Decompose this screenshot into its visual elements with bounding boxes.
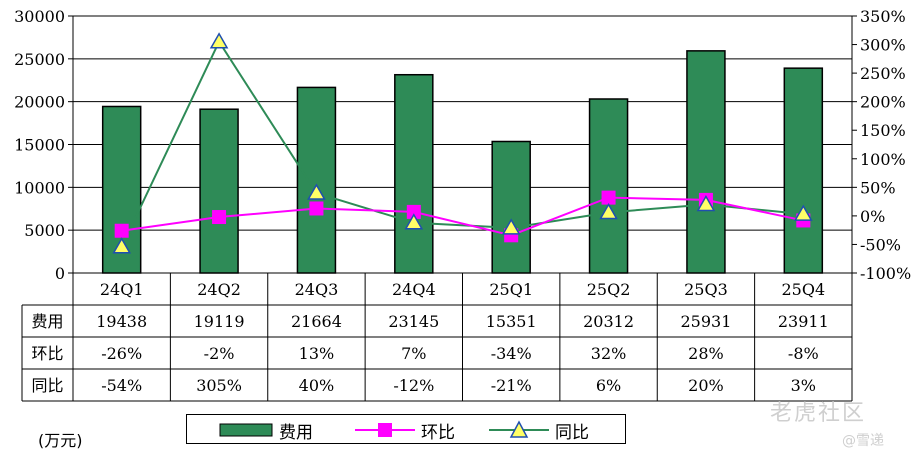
tb-marker-24Q2 <box>209 32 229 49</box>
left-tick-label: 25000 <box>14 50 65 69</box>
table-cell: 32% <box>591 344 627 363</box>
right-tick-label: 350% <box>860 7 906 26</box>
legend-tb-swatch <box>489 420 549 438</box>
table-cell: 3% <box>791 376 816 395</box>
table-cell: -26% <box>101 344 142 363</box>
left-tick-label: 10000 <box>14 178 65 197</box>
hb-marker-24Q1 <box>114 223 129 238</box>
table-cell: 305% <box>196 376 242 395</box>
left-tick-label: 30000 <box>14 7 65 26</box>
table-cell: -12% <box>393 376 434 395</box>
table-cell: -54% <box>101 376 142 395</box>
right-tick-label: 0% <box>860 207 885 226</box>
table-cell: -34% <box>491 344 532 363</box>
left-tick-label: 5000 <box>24 221 65 240</box>
tb-marker-25Q4 <box>794 204 813 221</box>
table-cell: 40% <box>299 376 335 395</box>
legend: 费用 环比 同比 <box>186 414 626 444</box>
series-tb-line <box>120 39 804 248</box>
hb-marker-24Q3 <box>309 201 324 216</box>
hb-marker-25Q2 <box>601 190 616 205</box>
tb-marker-25Q3 <box>696 194 716 212</box>
legend-label-expense: 费用 <box>279 422 313 443</box>
table-cell: 23145 <box>388 312 439 331</box>
table-cell: 6% <box>596 376 621 395</box>
category-label: 24Q1 <box>100 280 144 299</box>
table-cell: 20312 <box>583 312 634 331</box>
category-label: 25Q1 <box>489 280 533 299</box>
table-cell: 20% <box>688 376 724 395</box>
tb-marker-25Q2 <box>599 202 618 220</box>
legend-label-tb: 同比 <box>555 422 589 443</box>
bar-expense-25Q1 <box>491 140 531 274</box>
category-label: 25Q2 <box>587 280 631 299</box>
table-row-label: 环比 <box>31 344 63 363</box>
category-label: 24Q3 <box>295 280 339 299</box>
table-cell: -2% <box>204 344 235 363</box>
series-hb-line <box>121 196 804 237</box>
table-row-label: 费用 <box>31 312 63 331</box>
legend-bar-swatch <box>219 423 273 437</box>
table-cell: -8% <box>788 344 819 363</box>
table-cell: 19119 <box>194 312 245 331</box>
legend-item-tb: 同比 <box>489 418 589 443</box>
table-cell: 28% <box>688 344 724 363</box>
bar-expense-24Q4 <box>394 73 434 274</box>
right-tick-label: 200% <box>860 93 906 112</box>
left-tick-label: 20000 <box>14 93 65 112</box>
right-tick-label: -50% <box>860 235 901 254</box>
table-cell: 7% <box>401 344 426 363</box>
bar-expense-25Q3 <box>686 50 726 274</box>
right-tick-label: -100% <box>860 264 911 283</box>
bar-expense-24Q3 <box>296 86 337 274</box>
right-tick-label: 150% <box>860 121 906 140</box>
category-label: 24Q2 <box>197 280 241 299</box>
hb-marker-24Q2 <box>212 210 227 225</box>
right-tick-label: 250% <box>860 64 906 83</box>
bar-expense-25Q2 <box>588 98 629 274</box>
tb-marker-25Q1 <box>501 218 521 235</box>
table-cell: 13% <box>299 344 335 363</box>
category-label: 24Q4 <box>392 280 436 299</box>
left-tick-label: 0 <box>55 264 65 283</box>
left-tick-label: 15000 <box>14 136 65 155</box>
category-label: 25Q4 <box>781 280 825 299</box>
legend-item-hb: 环比 <box>355 418 455 443</box>
category-label: 25Q3 <box>684 280 728 299</box>
table-cell: 19438 <box>96 312 147 331</box>
table-row-label: 同比 <box>31 376 63 395</box>
right-tick-label: 50% <box>860 178 896 197</box>
watermark-user: @雪递 <box>842 433 884 449</box>
legend-label-hb: 环比 <box>421 422 455 443</box>
unit-label: (万元) <box>38 431 83 450</box>
table-cell: 21664 <box>291 312 342 331</box>
table-cell: 25931 <box>680 312 731 331</box>
bar-expense-24Q2 <box>199 108 239 274</box>
legend-item-expense: 费用 <box>219 418 313 443</box>
tb-marker-24Q1 <box>112 237 131 254</box>
table-cell: 15351 <box>486 312 537 331</box>
tb-marker-24Q3 <box>307 183 326 200</box>
right-tick-label: 300% <box>860 36 906 55</box>
hb-marker-24Q4 <box>406 204 421 219</box>
bar-expense-25Q4 <box>783 67 824 274</box>
tb-marker-24Q4 <box>404 213 424 230</box>
table-cell: 23911 <box>778 312 829 331</box>
watermark-brand: 老虎社区 <box>770 401 867 426</box>
right-tick-label: 100% <box>860 150 906 169</box>
legend-hb-swatch <box>355 423 415 437</box>
table-cell: -21% <box>491 376 532 395</box>
